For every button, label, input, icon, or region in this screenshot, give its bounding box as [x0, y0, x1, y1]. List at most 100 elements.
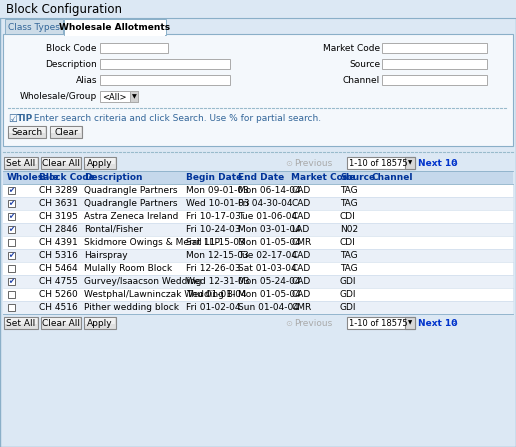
Bar: [8, 200, 15, 207]
Text: Fri 10-24-03: Fri 10-24-03: [186, 225, 240, 234]
Text: ▼: ▼: [132, 94, 136, 99]
Text: N02: N02: [340, 225, 358, 234]
Text: ⊙: ⊙: [285, 319, 292, 328]
Text: Clear All: Clear All: [42, 159, 80, 168]
Bar: [3, 301, 513, 314]
Text: Skidmore Owings & Merril LLP: Skidmore Owings & Merril LLP: [84, 238, 220, 247]
Bar: [382, 59, 487, 69]
Text: ▼: ▼: [408, 320, 412, 325]
Bar: [8, 304, 15, 311]
Bar: [347, 157, 415, 169]
Bar: [347, 317, 415, 329]
Text: <All>: <All>: [102, 93, 126, 101]
Text: Tue 01-06-04: Tue 01-06-04: [238, 212, 297, 221]
Text: ☑: ☑: [8, 114, 17, 124]
Bar: [8, 226, 15, 233]
Text: CH 2846: CH 2846: [39, 225, 77, 234]
Text: Clear All: Clear All: [42, 319, 80, 328]
Bar: [9, 127, 45, 133]
Text: Mon 09-01-03: Mon 09-01-03: [186, 186, 249, 195]
Bar: [84, 157, 116, 169]
Text: ⊙: ⊙: [450, 319, 457, 328]
Text: ⊙: ⊙: [450, 159, 457, 168]
Text: Hairspray: Hairspray: [84, 251, 127, 260]
Text: Mon 05-24-04: Mon 05-24-04: [238, 277, 300, 286]
Text: CAD: CAD: [291, 199, 310, 208]
Bar: [5, 19, 63, 34]
Text: CH 4516: CH 4516: [39, 303, 78, 312]
Text: Apply: Apply: [87, 159, 113, 168]
Text: 1-10 of 18575: 1-10 of 18575: [349, 319, 408, 328]
Bar: [382, 43, 487, 53]
Text: Fri 01-02-04: Fri 01-02-04: [186, 303, 240, 312]
Text: Tue 02-17-04: Tue 02-17-04: [238, 251, 297, 260]
Text: GDI: GDI: [340, 303, 357, 312]
Text: Source: Source: [340, 173, 375, 182]
Text: Market Code: Market Code: [323, 44, 380, 53]
Bar: [41, 157, 81, 169]
Text: Description: Description: [45, 60, 97, 69]
Bar: [65, 34, 165, 35]
Text: Begin Date: Begin Date: [186, 173, 242, 182]
Bar: [3, 184, 513, 197]
Text: TAG: TAG: [340, 251, 358, 260]
Bar: [85, 318, 115, 324]
Text: Wholesale Allotments: Wholesale Allotments: [59, 22, 171, 31]
Text: Mon 03-01-04: Mon 03-01-04: [238, 225, 301, 234]
Text: Wholesale: Wholesale: [7, 173, 59, 182]
Bar: [8, 126, 46, 138]
Text: ▼: ▼: [408, 160, 412, 165]
Text: Next 10: Next 10: [418, 319, 457, 328]
Bar: [405, 317, 415, 329]
Text: CAD: CAD: [291, 251, 310, 260]
Text: Mon 01-05-04: Mon 01-05-04: [238, 238, 301, 247]
Text: ⊙: ⊙: [285, 159, 292, 168]
Text: End Date: End Date: [238, 173, 284, 182]
Bar: [3, 34, 513, 146]
Text: CH 3289: CH 3289: [39, 186, 78, 195]
Text: CH 5260: CH 5260: [39, 290, 78, 299]
Text: Mon 01-05-04: Mon 01-05-04: [238, 290, 301, 299]
Text: Description: Description: [84, 173, 142, 182]
Text: TIP: TIP: [17, 114, 33, 123]
Text: Westphal/Lawninczak Wedding Bl: Westphal/Lawninczak Wedding Bl: [84, 290, 235, 299]
Bar: [100, 43, 168, 53]
Text: Block Code: Block Code: [39, 173, 95, 182]
Text: Quadrangle Partners: Quadrangle Partners: [84, 186, 178, 195]
Text: Market Code: Market Code: [291, 173, 355, 182]
Text: Quadrangle Partners: Quadrangle Partners: [84, 199, 178, 208]
Text: Wed 12-31-03: Wed 12-31-03: [186, 277, 250, 286]
Text: CH 3631: CH 3631: [39, 199, 78, 208]
Text: ✔: ✔: [8, 212, 14, 221]
Text: TAG: TAG: [340, 264, 358, 273]
Bar: [41, 317, 81, 329]
Bar: [8, 291, 15, 298]
Bar: [3, 210, 513, 223]
Text: TAG: TAG: [340, 199, 358, 208]
Bar: [84, 317, 116, 329]
Text: Channel: Channel: [371, 173, 412, 182]
Bar: [100, 59, 230, 69]
Text: Search: Search: [11, 128, 42, 137]
Bar: [5, 318, 37, 324]
Text: Sun 01-04-04: Sun 01-04-04: [238, 303, 299, 312]
Bar: [4, 157, 38, 169]
Text: CAD: CAD: [291, 277, 310, 286]
Bar: [8, 239, 15, 246]
Text: GDI: GDI: [340, 290, 357, 299]
Text: Wholesale/Group: Wholesale/Group: [20, 92, 97, 101]
Text: CAD: CAD: [291, 290, 310, 299]
Text: ✔: ✔: [8, 277, 14, 286]
Text: 1-10 of 18575: 1-10 of 18575: [349, 159, 408, 168]
Text: CH 5464: CH 5464: [39, 264, 77, 273]
Text: Apply: Apply: [87, 319, 113, 328]
Text: Sat 11-15-03: Sat 11-15-03: [186, 238, 245, 247]
Text: Alias: Alias: [75, 76, 97, 85]
Text: ✔: ✔: [8, 199, 14, 208]
Bar: [8, 278, 15, 285]
Text: Thu 01-01-04: Thu 01-01-04: [186, 290, 247, 299]
Text: Fri 04-30-04: Fri 04-30-04: [238, 199, 293, 208]
Bar: [8, 252, 15, 259]
Bar: [3, 275, 513, 288]
Text: TAG: TAG: [340, 186, 358, 195]
